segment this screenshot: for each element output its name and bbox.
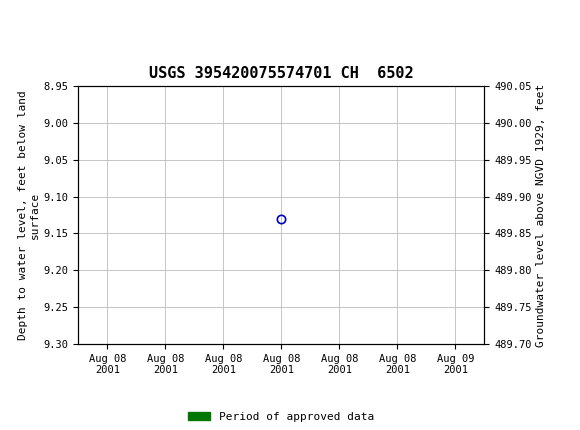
Y-axis label: Groundwater level above NGVD 1929, feet: Groundwater level above NGVD 1929, feet [536,83,546,347]
Text: USGS: USGS [44,9,99,27]
Bar [1,3,41,32]
Y-axis label: Depth to water level, feet below land
surface: Depth to water level, feet below land su… [18,90,39,340]
Title: USGS 395420075574701 CH  6502: USGS 395420075574701 CH 6502 [149,66,414,81]
Legend: Period of approved data: Period of approved data [184,407,379,426]
